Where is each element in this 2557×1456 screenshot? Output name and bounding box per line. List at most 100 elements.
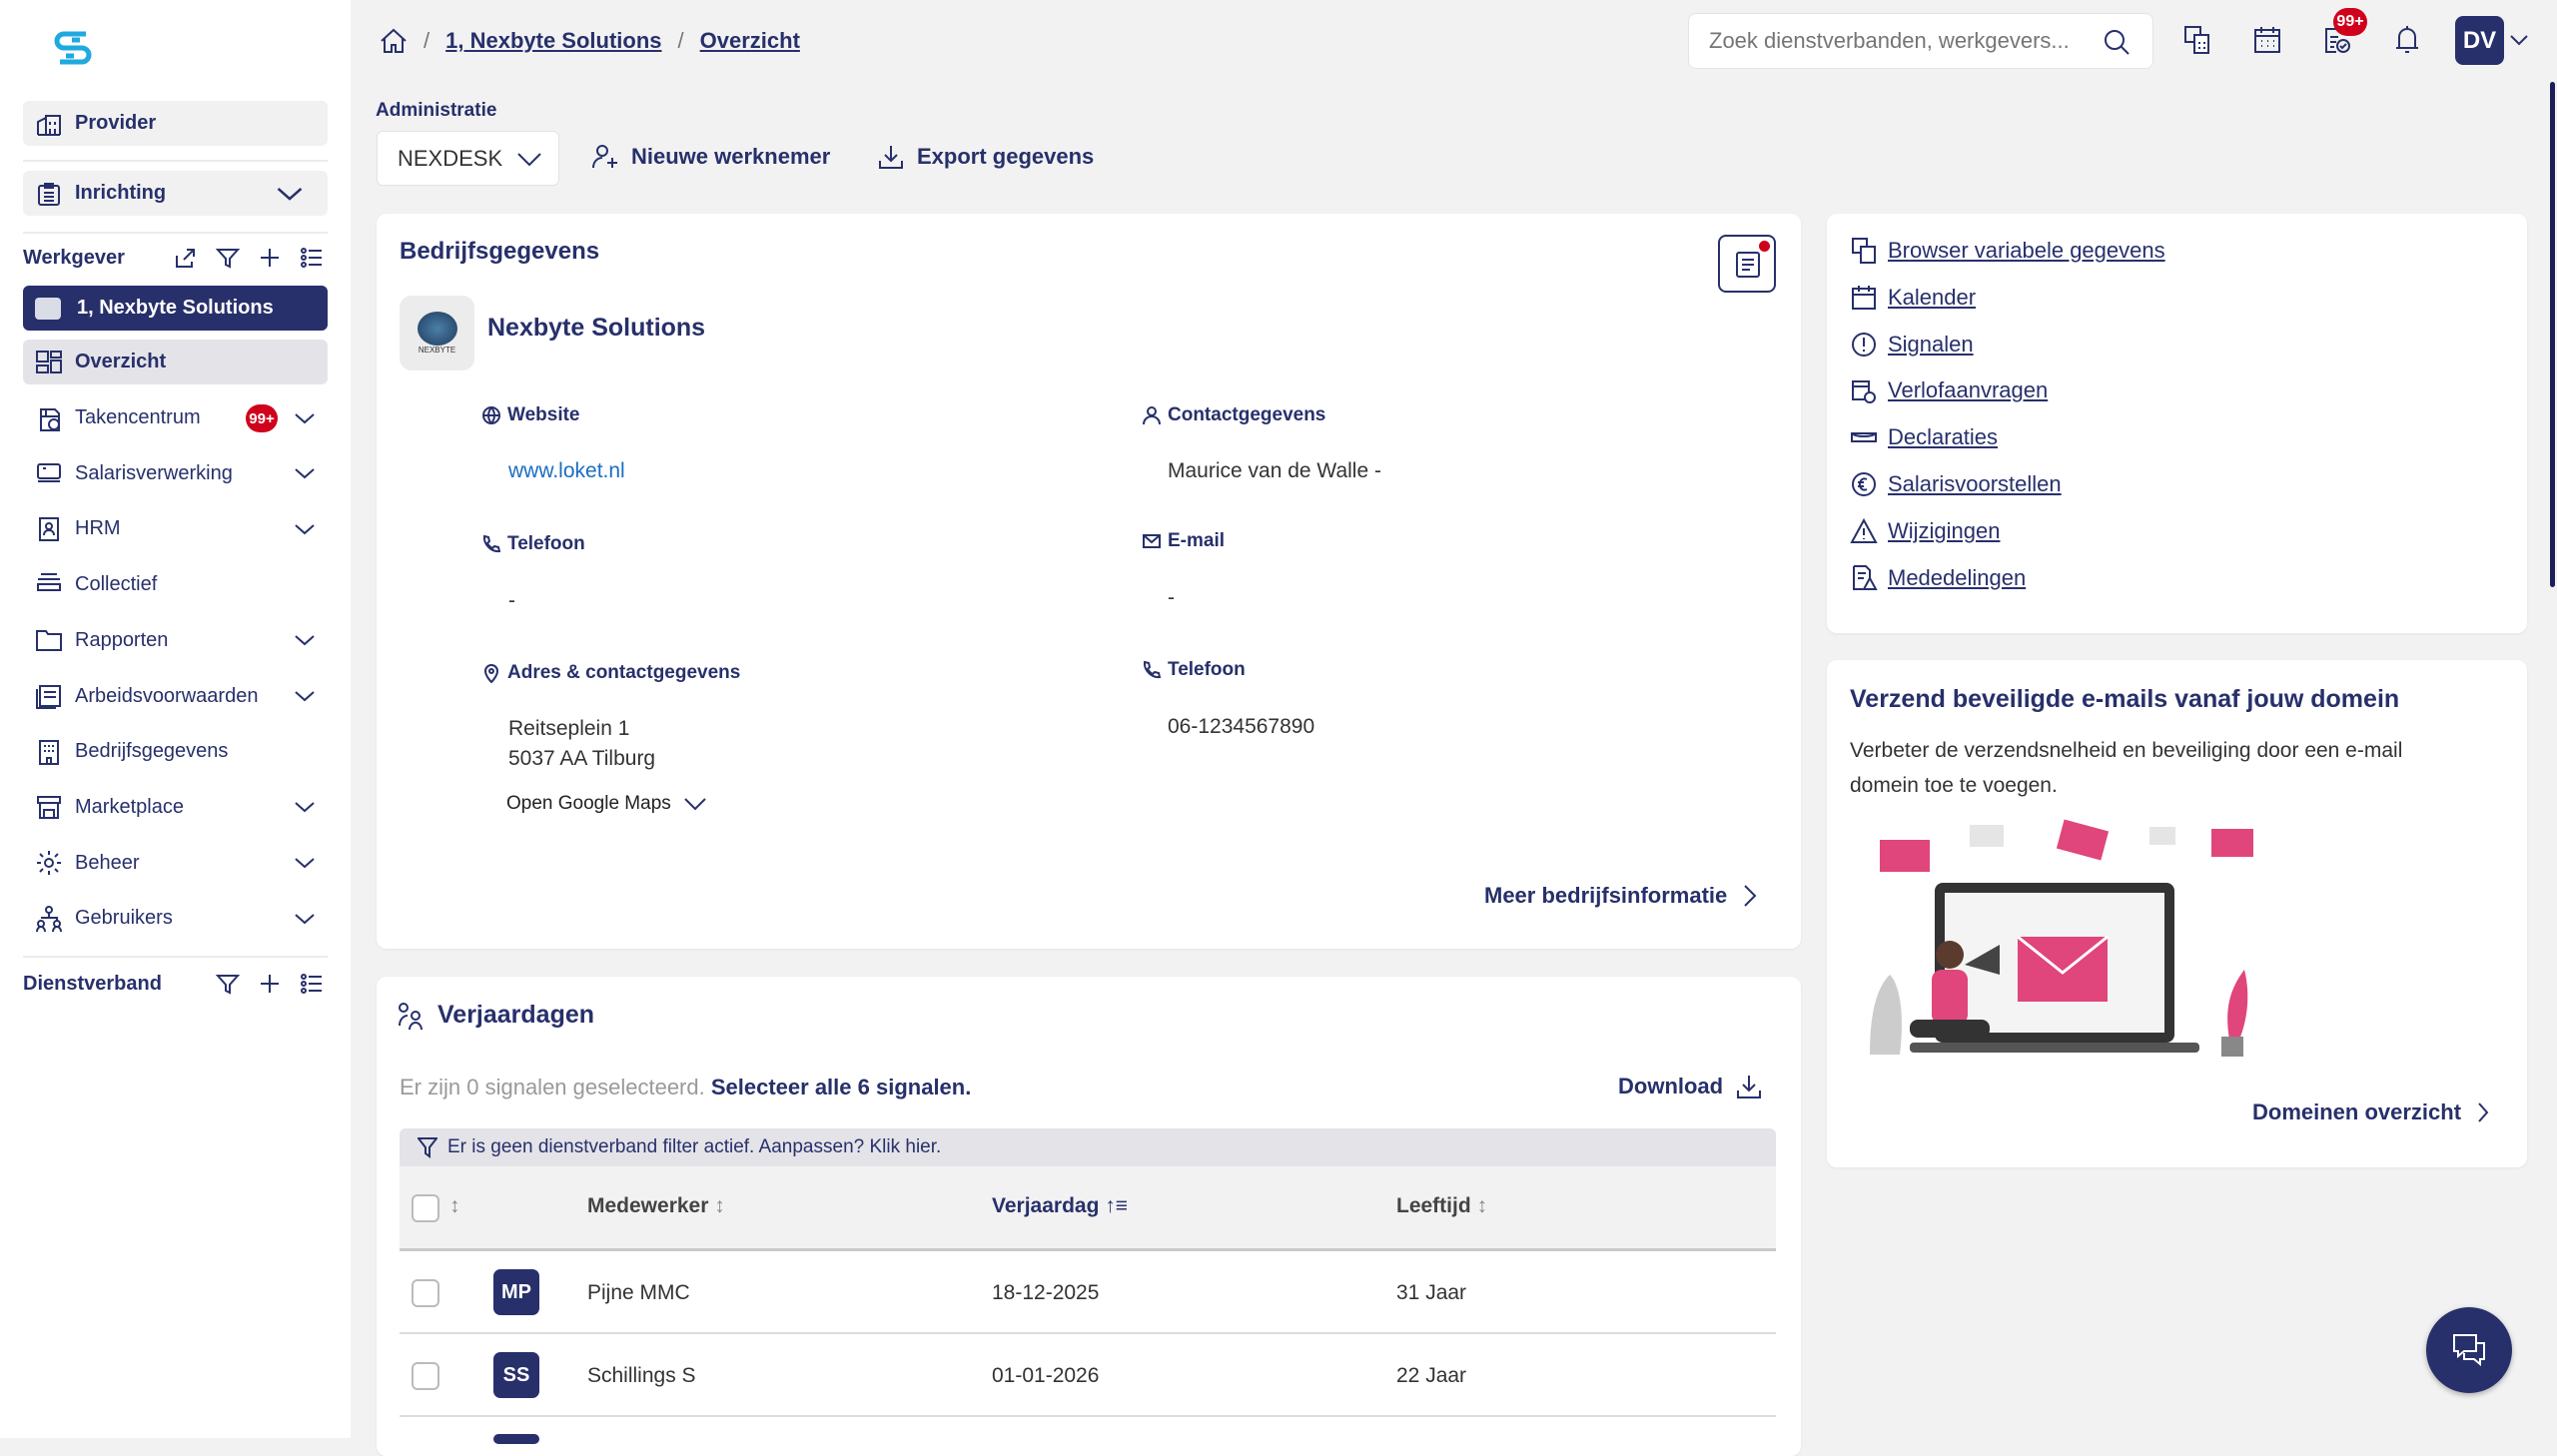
quicklink-declarations[interactable]: Declaraties bbox=[1850, 423, 1998, 451]
filter-icon[interactable] bbox=[216, 972, 240, 996]
select-all-link[interactable]: Selecteer alle 6 signalen. bbox=[710, 1075, 972, 1099]
sidebar-item-collective[interactable]: Collectief bbox=[23, 562, 328, 607]
app-logo[interactable] bbox=[54, 26, 92, 72]
list-icon[interactable] bbox=[300, 246, 324, 270]
sidebar-item-users[interactable]: Gebruikers bbox=[23, 896, 328, 941]
birthdays-title: Verjaardagen bbox=[437, 1001, 595, 1029]
chevron-down-icon[interactable] bbox=[294, 466, 316, 480]
chat-button[interactable] bbox=[2426, 1307, 2512, 1393]
home-icon[interactable] bbox=[380, 28, 408, 54]
quicklinks-card bbox=[1827, 214, 2527, 633]
chevron-down-icon[interactable] bbox=[294, 522, 316, 536]
filter-icon[interactable] bbox=[216, 246, 240, 270]
row-checkbox[interactable] bbox=[412, 1362, 439, 1390]
notes-button[interactable] bbox=[1718, 235, 1776, 293]
domains-overview-link[interactable]: Domeinen overzicht bbox=[2252, 1099, 2489, 1125]
sidebar-item-conditions[interactable]: Arbeidsvoorwaarden bbox=[23, 674, 328, 719]
sort-icon[interactable]: ↕ bbox=[449, 1194, 460, 1217]
google-maps-toggle[interactable]: Open Google Maps bbox=[506, 793, 707, 815]
export-button[interactable]: Export gegevens bbox=[877, 143, 1094, 171]
quicklink-label: Mededelingen bbox=[1888, 564, 2027, 590]
chevron-down-icon[interactable] bbox=[294, 633, 316, 647]
chat-icon bbox=[2453, 1334, 2485, 1367]
inrichting-label: Inrichting bbox=[75, 182, 167, 204]
scrollbar-thumb[interactable] bbox=[2550, 82, 2555, 587]
sidebar-item-salary[interactable]: Salarisverwerking bbox=[23, 451, 328, 496]
chevron-down-icon[interactable] bbox=[294, 411, 316, 425]
tasks-icon[interactable] bbox=[2322, 25, 2352, 55]
user-avatar[interactable]: DV bbox=[2455, 16, 2504, 65]
conditions-icon bbox=[36, 685, 61, 709]
person-icon bbox=[1143, 406, 1161, 425]
chevron-down-icon bbox=[684, 798, 706, 811]
announcements-icon bbox=[1853, 564, 1878, 590]
quicklink-calendar[interactable]: Kalender bbox=[1850, 284, 1976, 312]
column-header-medewerker[interactable]: Medewerker ↕ bbox=[587, 1194, 725, 1217]
employee-name[interactable]: Pijne MMC bbox=[587, 1281, 690, 1304]
tasks-badge: 99+ bbox=[2333, 8, 2367, 36]
column-header-leeftijd[interactable]: Leeftijd ↕ bbox=[1396, 1194, 1488, 1217]
employee-age: 31 Jaar bbox=[1396, 1281, 1467, 1304]
share-icon[interactable] bbox=[174, 246, 198, 270]
download-button[interactable]: Download bbox=[1618, 1073, 1763, 1100]
sidebar-item-label: Arbeidsvoorwaarden bbox=[75, 684, 259, 707]
quicklink-announcements[interactable]: Mededelingen bbox=[1850, 564, 2026, 592]
list-icon[interactable] bbox=[300, 972, 324, 996]
sidebar-item-reports[interactable]: Rapporten bbox=[23, 618, 328, 663]
sidebar-item-company[interactable]: Bedrijfsgegevens bbox=[23, 729, 328, 774]
plus-icon[interactable] bbox=[258, 972, 282, 996]
administratie-select[interactable]: NEXDESK bbox=[377, 131, 559, 186]
chevron-down-icon[interactable] bbox=[294, 912, 316, 926]
calendar-icon[interactable] bbox=[2252, 25, 2282, 55]
provider-label: Provider bbox=[75, 112, 157, 134]
search-input[interactable] bbox=[1709, 28, 2089, 54]
select-all-checkbox[interactable] bbox=[412, 1194, 439, 1222]
variable-data-icon[interactable] bbox=[2182, 25, 2212, 55]
chevron-down-icon[interactable] bbox=[294, 689, 316, 703]
quicklink-signals[interactable]: Signalen bbox=[1850, 331, 1974, 359]
chevron-down-icon[interactable] bbox=[2509, 34, 2529, 46]
quicklink-salary-proposals[interactable]: Salarisvoorstellen bbox=[1850, 470, 2062, 498]
document-icon bbox=[1736, 252, 1760, 278]
contact-label: Contactgegevens bbox=[1142, 404, 1325, 426]
more-company-info-link[interactable]: Meer bedrijfsinformatie bbox=[1484, 883, 1757, 909]
quicklink-label: Declaraties bbox=[1888, 424, 1999, 450]
quicklink-browser-variable-data[interactable]: Browser variabele gegevens bbox=[1850, 237, 2165, 265]
selected-employer[interactable]: 1, Nexbyte Solutions bbox=[23, 286, 328, 331]
email-value: - bbox=[1168, 586, 1175, 609]
bell-icon[interactable] bbox=[2392, 24, 2422, 56]
column-header-verjaardag[interactable]: Verjaardag ↑≡ bbox=[992, 1194, 1129, 1217]
sidebar-item-tasks[interactable]: Takencentrum 99+ bbox=[23, 395, 328, 440]
employee-avatar bbox=[493, 1434, 539, 1444]
quicklink-changes[interactable]: Wijzigingen bbox=[1850, 517, 2001, 545]
search-icon[interactable] bbox=[2103, 28, 2131, 56]
chevron-right-icon bbox=[1744, 885, 1757, 907]
quicklink-leave-requests[interactable]: Verlofaanvragen bbox=[1850, 376, 2048, 404]
leave-requests-icon bbox=[1852, 380, 1876, 404]
sidebar-item-marketplace[interactable]: Marketplace bbox=[23, 785, 328, 830]
chevron-down-icon[interactable] bbox=[294, 856, 316, 870]
filter-notice[interactable]: Er is geen dienstverband filter actief. … bbox=[400, 1128, 1776, 1166]
phone-icon bbox=[1143, 660, 1162, 679]
sidebar-item-settings[interactable]: Beheer bbox=[23, 841, 328, 886]
breadcrumb-employer[interactable]: 1, Nexbyte Solutions bbox=[445, 28, 662, 53]
salary-icon bbox=[37, 463, 61, 483]
hrm-icon bbox=[39, 516, 59, 541]
breadcrumb-overzicht[interactable]: Overzicht bbox=[699, 28, 800, 53]
new-employee-button[interactable]: Nieuwe werknemer bbox=[591, 143, 830, 171]
employee-name[interactable]: Schillings S bbox=[587, 1364, 696, 1387]
sidebar-item-hrm[interactable]: HRM bbox=[23, 506, 328, 551]
chevron-down-icon[interactable] bbox=[294, 800, 316, 814]
provider-button[interactable]: Provider bbox=[23, 101, 328, 146]
tasks-icon bbox=[40, 407, 60, 431]
website-link[interactable]: www.loket.nl bbox=[508, 459, 625, 482]
inrichting-menu[interactable]: Inrichting bbox=[23, 171, 328, 216]
plus-icon[interactable] bbox=[258, 246, 282, 270]
sidebar-item-overzicht[interactable]: Overzicht bbox=[23, 340, 328, 384]
breadcrumb: /1, Nexbyte Solutions / Overzicht bbox=[424, 28, 800, 53]
tasks-count-badge: 99+ bbox=[246, 404, 278, 432]
row-checkbox[interactable] bbox=[412, 1279, 439, 1307]
search-box[interactable] bbox=[1688, 13, 2153, 69]
chevron-down-icon bbox=[517, 153, 541, 167]
new-employee-label: Nieuwe werknemer bbox=[631, 144, 831, 169]
